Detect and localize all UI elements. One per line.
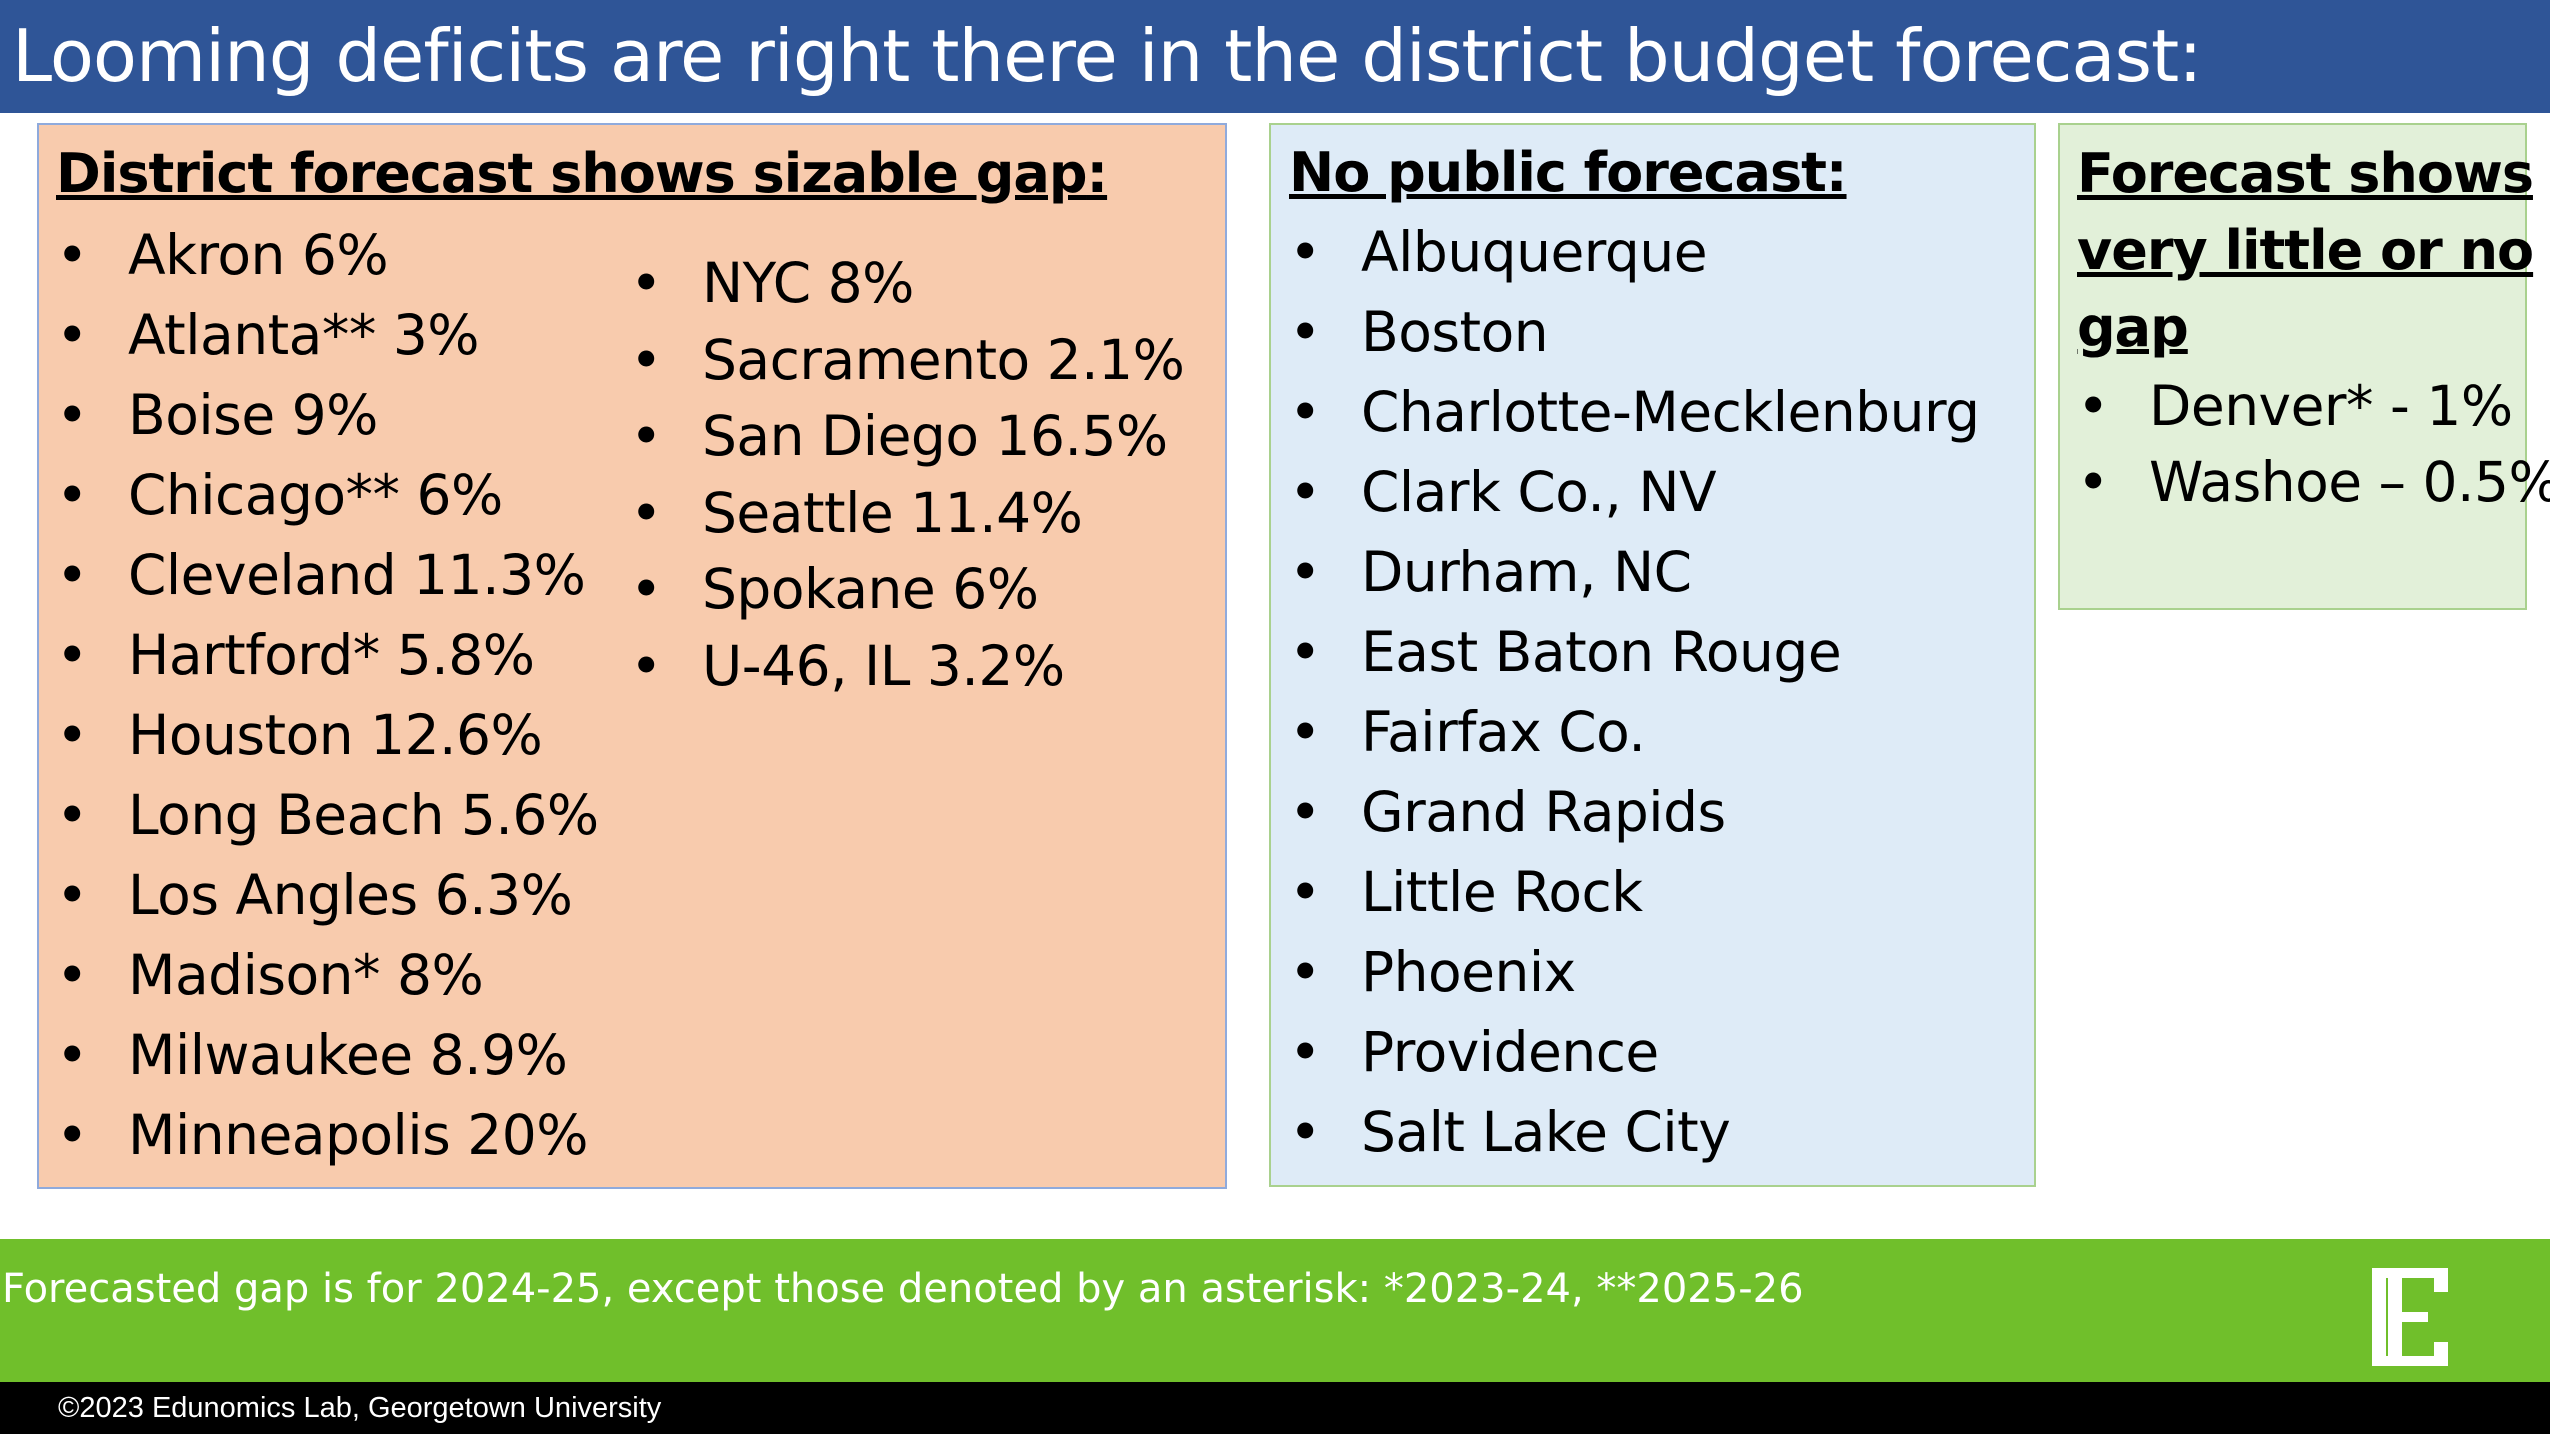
list-item: Little Rock <box>1289 852 1980 932</box>
edunomics-e-logo-icon <box>2372 1268 2448 1366</box>
list-item: East Baton Rouge <box>1289 612 1980 692</box>
list-item: Denver* - 1% <box>2077 368 2513 444</box>
list-item: Akron 6% <box>56 215 599 295</box>
list-item: Sacramento 2.1% <box>630 322 1185 399</box>
sizable-gap-heading: District forecast shows sizable gap: <box>56 135 1108 213</box>
sizable-gap-panel: District forecast shows sizable gap: Akr… <box>37 123 1227 1189</box>
list-item: Houston 12.6% <box>56 695 599 775</box>
footer-bar: Forecasted gap is for 2024-25, except th… <box>0 1239 2550 1382</box>
copyright-bar: ©2023 Edunomics Lab, Georgetown Universi… <box>0 1382 2550 1434</box>
little-gap-panel: Forecast shows very little or no gap Den… <box>2058 123 2550 610</box>
list-item: Charlotte-Mecklenburg <box>1289 372 1980 452</box>
little-gap-heading-line: very little or no <box>2077 219 2534 282</box>
list-item: Chicago** 6% <box>56 455 599 535</box>
list-item: Hartford* 5.8% <box>56 615 599 695</box>
list-item: Minneapolis 20% <box>56 1095 599 1175</box>
list-item: Seattle 11.4% <box>630 475 1184 552</box>
list-item: San Diego 16.5% <box>630 398 1184 475</box>
no-forecast-heading: No public forecast: <box>1289 141 1848 204</box>
sizable-gap-heading-text: District forecast shows sizable gap <box>56 142 1087 205</box>
list-item: Albuquerque <box>1289 212 1980 292</box>
list-item: Clark Co., NV <box>1289 452 1980 532</box>
list-item: Spokane 6% <box>630 551 1184 628</box>
footer-note: Forecasted gap is for 2024-25, except th… <box>2 1266 1804 1312</box>
list-item: Boston <box>1289 292 1980 372</box>
list-item: Madison* 8% <box>56 935 599 1015</box>
list-item: Long Beach 5.6% <box>56 775 599 855</box>
list-item: Atlanta** 3% <box>56 295 599 375</box>
list-item: Salt Lake City <box>1289 1092 1980 1172</box>
list-item: Cleveland 11.3% <box>56 535 599 615</box>
list-item: Durham, NC <box>1289 532 1980 612</box>
list-item: Providence <box>1289 1012 1980 1092</box>
title-bar: Looming deficits are right there in the … <box>0 0 2550 113</box>
sizable-gap-heading-colon: : <box>1086 142 1108 205</box>
no-forecast-panel: No public forecast: Albuquerque Boston C… <box>1269 123 2036 1187</box>
little-gap-heading: Forecast shows very little or no gap <box>2077 135 2534 366</box>
list-item: Phoenix <box>1289 932 1980 1012</box>
list-item: NYC 8% <box>630 245 1184 322</box>
list-item: Boise 9% <box>56 375 599 455</box>
list-item: Los Angles 6.3% <box>56 855 599 935</box>
list-item: Grand Rapids <box>1289 772 1980 852</box>
sizable-gap-list-col2: NYC 8% Sacramento 2.1% San Diego 16.5% S… <box>630 245 1185 705</box>
list-item: U-46, IL 3.2% <box>630 628 1184 705</box>
no-forecast-list: Albuquerque Boston Charlotte-Mecklenburg… <box>1289 212 1980 1172</box>
list-item: Washoe – 0.5% <box>2077 444 2550 520</box>
little-gap-list: Denver* - 1% Washoe – 0.5% <box>2077 368 2550 520</box>
page-title: Looming deficits are right there in the … <box>12 14 2203 98</box>
little-gap-heading-line: Forecast shows <box>2077 142 2534 205</box>
list-item: Milwaukee 8.9% <box>56 1015 599 1095</box>
list-item: Fairfax Co. <box>1289 692 1980 772</box>
little-gap-heading-line: gap <box>2077 296 2189 359</box>
copyright-text: ©2023 Edunomics Lab, Georgetown Universi… <box>58 1392 662 1424</box>
sizable-gap-list-col1: Akron 6% Atlanta** 3% Boise 9% Chicago**… <box>56 215 599 1175</box>
